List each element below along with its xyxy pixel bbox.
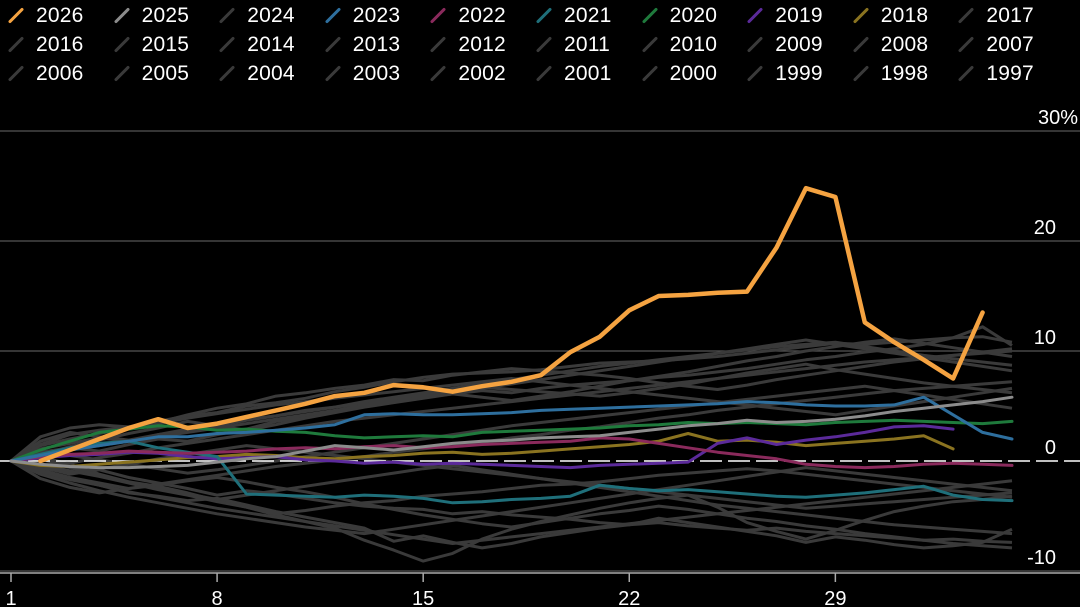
x-tick-label: 8 — [212, 588, 223, 607]
legend-label: 1998 — [880, 61, 929, 85]
legend-label: 1997 — [986, 61, 1034, 85]
series-line-other-17 — [10, 377, 1013, 463]
legend-label: 2015 — [141, 32, 190, 56]
series-line-other-2 — [10, 325, 1013, 463]
series-line-other-10 — [10, 380, 1013, 495]
legend-label: 2011 — [564, 32, 610, 56]
legend-item-1997: 1997 — [956, 59, 1034, 88]
series-line-other-3 — [10, 459, 1013, 550]
legend-label: 2017 — [986, 3, 1034, 27]
y-tick-label: -10 — [1027, 547, 1056, 569]
legend-label: 2012 — [458, 32, 506, 56]
legend-label: 2026 — [36, 3, 84, 27]
series-line-2018 — [9, 432, 955, 468]
legend-item-2012: 2012 — [428, 30, 506, 59]
legend-item-2005: 2005 — [112, 59, 190, 88]
series-line-other-14 — [10, 459, 1013, 536]
y-tick-label: 0 — [1045, 437, 1056, 459]
legend-label: 2022 — [458, 3, 506, 27]
series-line-2023 — [9, 395, 1014, 463]
legend-item-2021: 2021 — [534, 1, 612, 30]
legend-item-2023: 2023 — [323, 1, 401, 30]
series-line-2021 — [9, 439, 1014, 505]
legend-label: 2003 — [352, 61, 401, 85]
series-line-other-18 — [10, 459, 1013, 545]
highlight-series-lines — [9, 185, 1014, 505]
series-line-2025 — [9, 395, 1014, 470]
legend-item-2007: 2007 — [956, 30, 1034, 59]
legend-label: 2019 — [775, 3, 823, 27]
legend-label: 2004 — [247, 61, 295, 85]
legend-item-2008: 2008 — [851, 30, 929, 59]
legend-label: 1999 — [775, 61, 823, 85]
legend-item-2004: 2004 — [217, 59, 295, 88]
series-line-other-15 — [10, 384, 1013, 475]
series-line-2022 — [9, 436, 1014, 470]
series-line-other-13 — [10, 349, 1013, 467]
legend-item-2013: 2013 — [323, 30, 401, 59]
legend-item-2010: 2010 — [640, 30, 718, 59]
legend-item-2011: 2011 — [534, 30, 610, 59]
legend-label: 2023 — [352, 3, 401, 27]
legend-label: 2009 — [775, 32, 823, 56]
x-tick-label: 15 — [412, 588, 434, 607]
legend-label: 2010 — [669, 32, 718, 56]
legend-item-2019: 2019 — [745, 1, 823, 30]
legend-label: 2001 — [564, 61, 612, 85]
x-tick-label: 1 — [5, 588, 16, 607]
legend-item-1999: 1999 — [745, 59, 823, 88]
series-line-2026 — [38, 185, 985, 464]
legend-item-2022: 2022 — [428, 1, 506, 30]
series-line-other-0 — [10, 459, 1013, 544]
legend-item-2016: 2016 — [6, 30, 84, 59]
series-line-2019 — [9, 424, 955, 470]
legend-item-2001: 2001 — [534, 59, 612, 88]
legend-label: 2020 — [669, 3, 718, 27]
chart-legend: 2026 2025 2024 2023 2022 2021 2020 2019 2018 2017… — [0, 0, 1080, 96]
legend-item-2017: 2017 — [956, 1, 1034, 30]
legend-item-2002: 2002 — [428, 59, 506, 88]
legend-label: 2007 — [986, 32, 1034, 56]
legend-item-2024: 2024 — [217, 1, 295, 30]
y-tick-label: 30% — [1038, 107, 1078, 129]
legend-item-2020: 2020 — [640, 1, 718, 30]
legend-item-2015: 2015 — [112, 30, 190, 59]
legend-label: 2018 — [880, 3, 929, 27]
legend-label: 2014 — [247, 32, 295, 56]
legend-label: 2002 — [458, 61, 506, 85]
y-axis-ticks: 30% 20 10 0 -10 — [1027, 107, 1078, 569]
legend-label: 2005 — [141, 61, 190, 85]
x-tick-label: 22 — [618, 588, 640, 607]
legend-label: 2013 — [352, 32, 401, 56]
y-tick-label: 10 — [1034, 327, 1056, 349]
series-line-other-5 — [10, 347, 1013, 463]
x-axis: 1 8 15 22 29 — [0, 572, 1080, 607]
legend-item-2025: 2025 — [112, 1, 190, 30]
series-line-other-4 — [10, 455, 1013, 563]
legend-label: 2025 — [141, 3, 190, 27]
legend-item-1998: 1998 — [851, 59, 929, 88]
legend-label: 2024 — [247, 3, 295, 27]
legend-item-2014: 2014 — [217, 30, 295, 59]
legend-item-2003: 2003 — [323, 59, 401, 88]
legend-item-2000: 2000 — [640, 59, 718, 88]
legend-label: 2006 — [36, 61, 84, 85]
legend-item-2026: 2026 — [6, 1, 84, 30]
legend-item-2018: 2018 — [851, 1, 929, 30]
y-tick-label: 20 — [1034, 217, 1056, 239]
legend-item-2006: 2006 — [6, 59, 84, 88]
legend-label: 2021 — [564, 3, 612, 27]
x-tick-label: 29 — [824, 588, 846, 607]
legend-item-2009: 2009 — [745, 30, 823, 59]
legend-label: 2008 — [880, 32, 929, 56]
legend-label: 2000 — [669, 61, 718, 85]
legend-label: 2016 — [36, 32, 84, 56]
